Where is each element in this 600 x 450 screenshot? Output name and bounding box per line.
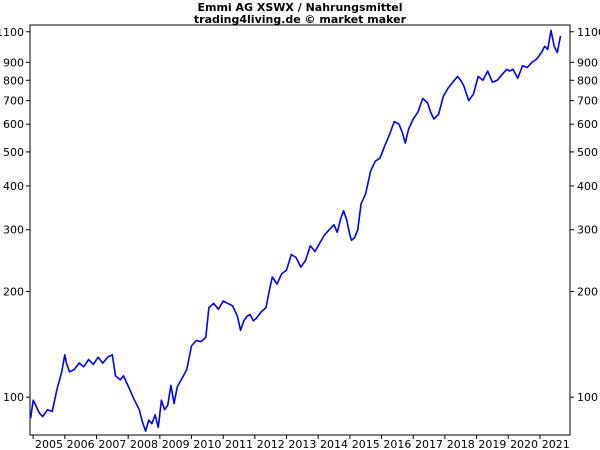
plot-frame [29, 24, 571, 436]
x-tick-label: 2017 [415, 438, 443, 450]
y-tick-label-left: 700 [3, 95, 24, 108]
x-tick-label: 2006 [67, 438, 95, 450]
x-tick-label: 2021 [542, 438, 570, 450]
y-tick-label-left: 600 [3, 118, 24, 131]
y-tick-label-right: 300 [577, 224, 598, 237]
y-tick-label-left: 900 [3, 56, 24, 69]
x-tick-label: 2018 [447, 438, 475, 450]
x-tick-label: 2016 [383, 438, 411, 450]
x-tick-label: 2014 [320, 438, 348, 450]
x-tick-label: 2010 [193, 438, 221, 450]
x-tick-label: 2015 [352, 438, 380, 450]
y-tick-label-left: 400 [3, 180, 24, 193]
y-tick-label-right: 100 [577, 391, 598, 404]
chart-subtitle: trading4living.de © market maker [193, 13, 407, 26]
y-tick-label-left: 300 [3, 224, 24, 237]
price-line [29, 29, 562, 432]
x-tick-label: 2012 [257, 438, 285, 450]
y-tick-label-right: 400 [577, 180, 598, 193]
y-tick-label-right: 500 [577, 146, 598, 159]
y-tick-label-left: 200 [3, 286, 24, 299]
x-tick-label: 2007 [98, 438, 126, 450]
x-tick-label: 2013 [288, 438, 316, 450]
y-tick-label-right: 800 [577, 74, 598, 87]
y-tick-label-left: 1100 [0, 26, 24, 39]
y-tick-label-left: 800 [3, 74, 24, 87]
chart-title: Emmi AG XSWX / Nahrungsmittel [197, 1, 403, 14]
y-tick-label-left: 500 [3, 146, 24, 159]
y-tick-label-right: 600 [577, 118, 598, 131]
y-tick-label-right: 200 [577, 286, 598, 299]
x-tick-label: 2019 [478, 438, 506, 450]
y-tick-label-right: 700 [577, 95, 598, 108]
y-tick-label-left: 100 [3, 391, 24, 404]
y-tick-label-right: 900 [577, 56, 598, 69]
y-tick-label-right: 1100 [577, 26, 600, 39]
x-tick-label: 2009 [162, 438, 190, 450]
x-tick-label: 2020 [510, 438, 538, 450]
x-tick-label: 2011 [225, 438, 253, 450]
x-tick-label: 2008 [130, 438, 158, 450]
x-tick-label: 2005 [35, 438, 63, 450]
